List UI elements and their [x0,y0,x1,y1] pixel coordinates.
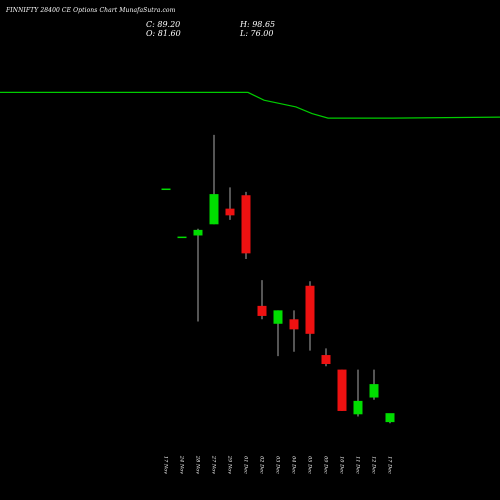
x-tick-label: 09 Dec [323,456,329,474]
x-tick-label: 27 Nov [211,455,217,474]
candle [305,281,315,351]
x-tick-label: 10 Dec [339,456,345,474]
x-tick-label: 17 Dec [387,456,393,474]
ohlc-close-value: C: 89.20 [146,20,181,29]
candle-body [353,400,363,415]
candle-body [289,319,299,330]
candle-body [177,236,187,239]
candle-body [385,413,395,423]
candle [161,188,171,191]
candles-group [161,134,395,424]
x-tick-label: 02 Dec [259,456,265,474]
x-tick-label: 11 Dec [355,456,361,474]
candle [257,280,267,320]
candle [177,236,187,239]
x-tick-label: 03 Dec [275,456,281,474]
x-tick-label: 12 Dec [371,456,377,474]
candle [321,348,331,367]
x-tick-label: 01 Dec [243,456,249,474]
ohlc-low-value: L: 76.00 [240,29,274,38]
candle-body [305,285,315,334]
x-tick-label: 24 Nov [179,455,185,474]
x-tick-label: 04 Dec [291,456,297,474]
candle-body [209,194,219,225]
x-tick-labels: 17 Nov 24 Nov 28 Nov 27 Nov 29 Nov 01 Dec 02 D… [163,455,393,474]
ohlc-high-value: H: 98.65 [240,20,276,29]
candle [385,413,395,424]
candle-body [369,384,379,398]
candle [273,310,283,357]
x-tick-label: 05 Dec [307,456,313,474]
candle-body [257,305,267,316]
candle-body [337,369,347,411]
candle-body [273,310,283,324]
candle [353,369,363,417]
candle [337,369,347,411]
chart-title: FINNIFTY 28400 CE Options Chart MunafaSu… [6,7,176,14]
candle [209,134,219,225]
x-tick-label: 17 Nov [163,456,169,474]
candle-body [225,208,235,216]
candle-body [193,229,203,236]
x-tick-label: 28 Nov [195,455,201,474]
candle-body [241,195,251,254]
candle [369,369,379,400]
candle [225,187,235,220]
candle [241,191,251,259]
candle [289,310,299,352]
x-tick-label: 29 Nov [227,455,233,474]
ohlc-open-value: O: 81.60 [146,29,181,38]
overlay-trend-line [0,91,500,119]
candle [193,228,203,322]
candle-body [161,188,171,191]
candle-body [321,355,331,364]
overlay-line-group [0,91,500,119]
